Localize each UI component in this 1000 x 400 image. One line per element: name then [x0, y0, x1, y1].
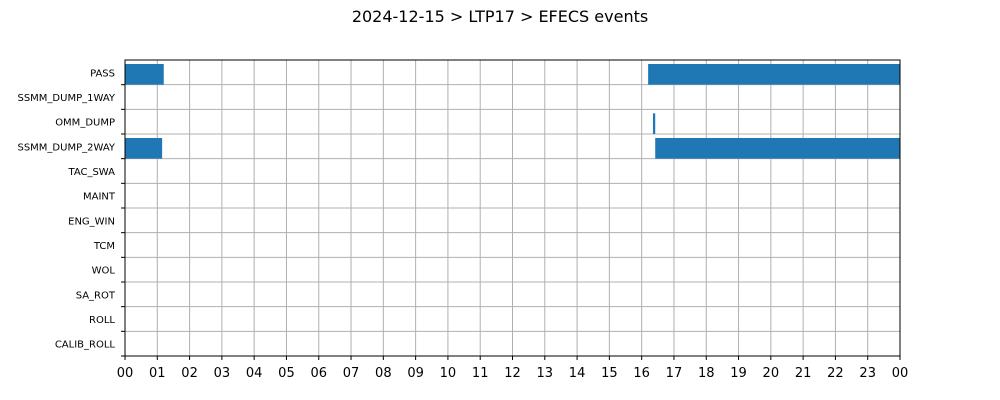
grid-lines [124, 60, 901, 356]
y-category-label: WOL [92, 266, 116, 277]
x-tick-label: 23 [859, 366, 876, 381]
event-bar-ssmm-dump-2way [125, 138, 163, 159]
y-category-label: MAINT [83, 192, 116, 203]
axes: 00 01 02 03 04 05 06 07 08 09 10 11 12 13 14 15 16 17 18 19… [17, 68, 908, 381]
x-tick-label: 00 [117, 366, 134, 381]
event-bar-pass [125, 64, 164, 85]
x-tick-label: 02 [181, 366, 198, 381]
x-tick-label: 20 [763, 366, 780, 381]
y-category-label: OMM_DUMP [55, 118, 115, 129]
y-category-label: SA_ROT [76, 290, 116, 301]
x-tick-label: 18 [698, 366, 715, 381]
x-tick-label: 22 [827, 366, 844, 381]
x-tick-label: 08 [375, 366, 392, 381]
x-tick-label: 11 [472, 366, 489, 381]
x-tick-label: 03 [214, 366, 231, 381]
x-tick-label: 05 [278, 366, 295, 381]
y-category-label: TAC_SWA [67, 167, 115, 178]
x-tick-label: 00 [892, 366, 909, 381]
x-tick-label: 16 [633, 366, 650, 381]
x-tick-label: 17 [666, 366, 683, 381]
x-tick-label: 01 [149, 366, 166, 381]
y-category-label: ROLL [89, 315, 115, 326]
x-tick-label: 13 [537, 366, 554, 381]
event-bar-ssmm-dump-2way [655, 138, 900, 159]
x-tick-label: 06 [310, 366, 327, 381]
x-tick-label: 04 [246, 366, 263, 381]
y-category-label: ENG_WIN [68, 216, 115, 227]
x-tick-label: 07 [343, 366, 360, 381]
x-tick-label: 12 [504, 366, 521, 381]
y-category-label: PASS [90, 68, 115, 79]
y-category-label: SSMM_DUMP_2WAY [17, 142, 115, 153]
x-tick-label: 19 [730, 366, 747, 381]
chart-title: 2024-12-15 > LTP17 > EFECS events [352, 7, 648, 26]
x-tick-label: 09 [407, 366, 424, 381]
plot-frame [124, 59, 901, 357]
event-bars [125, 64, 900, 159]
x-tick-label: 21 [795, 366, 812, 381]
y-category-label: CALIB_ROLL [55, 340, 116, 351]
y-category-label: TCM [93, 241, 115, 252]
x-tick-label: 10 [440, 366, 457, 381]
x-tick-label: 14 [569, 366, 586, 381]
event-bar-omm-dump [652, 113, 656, 134]
y-category-label: SSMM_DUMP_1WAY [17, 93, 115, 104]
event-bar-pass [648, 64, 900, 85]
x-tick-label: 15 [601, 366, 618, 381]
